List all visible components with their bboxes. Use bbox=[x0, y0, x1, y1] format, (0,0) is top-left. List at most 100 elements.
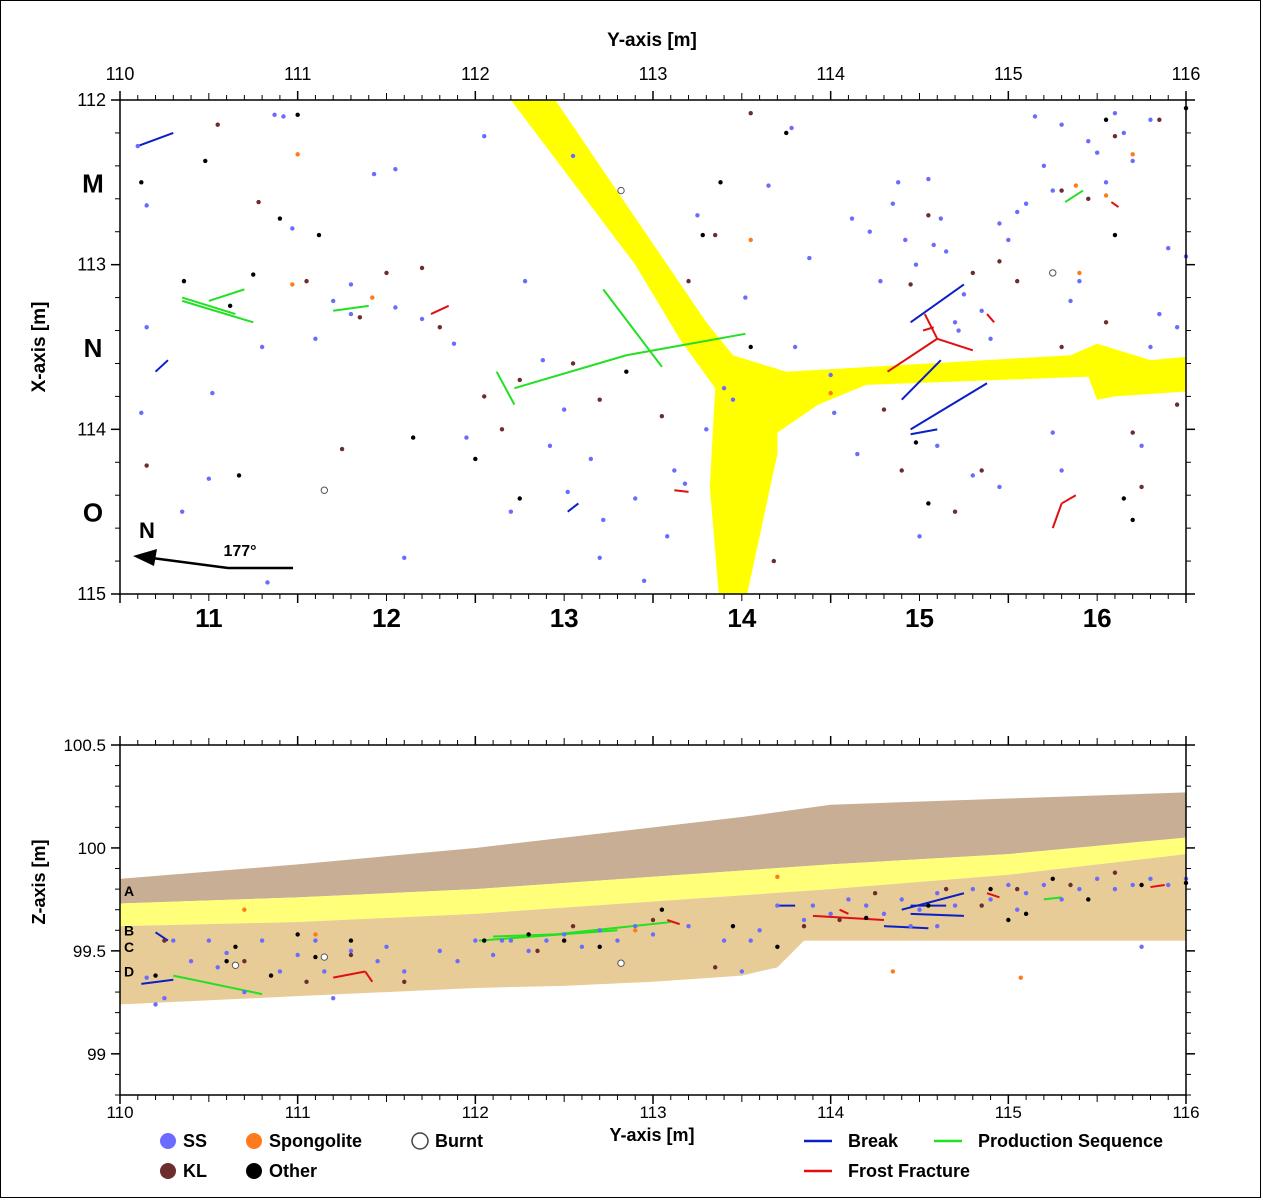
plan-kl-point-24 bbox=[1015, 278, 1020, 284]
plan-spongolite-point-0 bbox=[290, 282, 295, 287]
profile-ss-point-9 bbox=[259, 938, 265, 943]
profile-frost-fracture-line-3 bbox=[839, 908, 849, 915]
profile-ss-point-27 bbox=[579, 944, 585, 949]
profile-kl-point-5 bbox=[535, 948, 540, 954]
plan-burnt-point-2 bbox=[1049, 269, 1057, 277]
plan-kl-point-33 bbox=[979, 468, 984, 473]
plan-ss-point-82 bbox=[1121, 130, 1127, 136]
profile-other-point-14 bbox=[864, 915, 869, 921]
plan-spongolite-point-1 bbox=[295, 152, 300, 157]
profile-frost-fracture-line-5 bbox=[666, 919, 680, 926]
plan-other-point-12 bbox=[624, 369, 629, 374]
plan-other-point-22 bbox=[1130, 517, 1135, 523]
plan-kl-point-12 bbox=[570, 361, 576, 366]
plan-other-point-13 bbox=[700, 232, 705, 238]
profile-production-sequence-line-0 bbox=[173, 974, 263, 996]
profile-kl-point-3 bbox=[348, 952, 354, 958]
plan-ss-point-90 bbox=[1148, 344, 1153, 350]
plan-ss-point-68 bbox=[997, 221, 1002, 226]
plan-production-sequence-line-5 bbox=[514, 354, 627, 390]
profile-y-tick-label-99: 99 bbox=[87, 1045, 106, 1064]
legend: SS Spongolite Burnt KL Other Break Production … bbox=[160, 1131, 1163, 1181]
plan-production-sequence-line-4 bbox=[495, 371, 516, 406]
plan-top-tick-label-112: 112 bbox=[461, 64, 490, 84]
profile-ss-point-13 bbox=[322, 969, 327, 974]
profile-kl-point-13 bbox=[979, 903, 984, 908]
profile-ss-point-62 bbox=[935, 923, 940, 929]
profile-ss-point-51 bbox=[1041, 882, 1047, 888]
plan-ss-point-28 bbox=[561, 407, 567, 412]
plan-ss-point-72 bbox=[1032, 114, 1038, 119]
grid-column-label-14: 14 bbox=[727, 603, 756, 633]
profile-burnt-point-1 bbox=[617, 959, 625, 967]
plan-ss-point-1 bbox=[144, 203, 149, 208]
plan-other-point-8 bbox=[316, 232, 322, 238]
plan-ss-point-26 bbox=[540, 357, 546, 363]
plan-ss-point-40 bbox=[704, 427, 709, 432]
plan-top-tick-label-111: 111 bbox=[284, 64, 311, 84]
legend-kl-marker bbox=[160, 1163, 176, 1179]
plan-ss-point-78 bbox=[1086, 138, 1091, 144]
grid-row-label-M: M bbox=[82, 168, 104, 198]
plan-frost-fracture-line-3 bbox=[923, 313, 939, 340]
plan-ss-point-6 bbox=[210, 390, 215, 396]
plan-other-point-2 bbox=[203, 158, 208, 164]
plan-ss-point-62 bbox=[943, 249, 949, 254]
plan-left-tick-label-114: 114 bbox=[77, 419, 106, 439]
plan-kl-point-5 bbox=[357, 315, 363, 320]
legend-other-marker bbox=[246, 1163, 262, 1179]
plan-left-axis-label: X-axis [m] bbox=[29, 302, 50, 393]
plan-ss-point-81 bbox=[1112, 110, 1118, 116]
profile-ss-point-25 bbox=[544, 938, 549, 943]
layer-label-C: C bbox=[124, 939, 134, 955]
plan-left-tick-label-115: 115 bbox=[77, 584, 106, 604]
profile-ss-point-46 bbox=[952, 903, 958, 908]
plan-ss-point-12 bbox=[313, 336, 318, 341]
plan-break-line-6 bbox=[910, 428, 938, 436]
profile-x-axis-label: Y-axis [m] bbox=[609, 1125, 694, 1145]
profile-other-point-21 bbox=[1139, 882, 1144, 888]
plan-ss-point-66 bbox=[979, 308, 984, 313]
plan-kl-point-4 bbox=[339, 446, 345, 452]
legend-burnt-label: Burnt bbox=[435, 1131, 483, 1151]
plan-other-point-11 bbox=[517, 496, 522, 501]
plan-kl-point-28 bbox=[1112, 134, 1118, 139]
plan-ss-point-35 bbox=[665, 534, 670, 539]
profile-ss-point-21 bbox=[473, 938, 478, 943]
north-arrow: N 177° bbox=[133, 518, 293, 570]
plan-ss-point-84 bbox=[1148, 117, 1153, 122]
plan-ss-point-22 bbox=[464, 435, 469, 440]
plan-ss-point-46 bbox=[792, 344, 798, 350]
profile-spongolite-point-1 bbox=[313, 932, 318, 937]
plan-ss-point-44 bbox=[766, 183, 771, 188]
profile-other-point-8 bbox=[526, 932, 531, 937]
profile-ss-point-17 bbox=[384, 944, 389, 949]
profile-ss-point-49 bbox=[1006, 882, 1011, 888]
plan-kl-point-26 bbox=[1086, 196, 1091, 201]
profile-x-tick-label-114: 114 bbox=[817, 1103, 844, 1122]
plan-kl-point-17 bbox=[748, 110, 753, 116]
north-arrow-line bbox=[151, 556, 229, 570]
plan-kl-point-15 bbox=[686, 278, 691, 284]
profile-point-layer bbox=[144, 870, 1189, 1007]
profile-other-point-10 bbox=[597, 944, 602, 949]
plan-kl-point-2 bbox=[256, 199, 261, 205]
profile-other-point-2 bbox=[233, 944, 238, 949]
profile-other-point-6 bbox=[348, 938, 354, 943]
plan-ss-point-80 bbox=[1103, 180, 1109, 185]
profile-ss-point-22 bbox=[490, 952, 496, 958]
plan-ss-point-39 bbox=[695, 213, 700, 218]
plan-ss-point-83 bbox=[1130, 158, 1135, 164]
plan-other-point-15 bbox=[748, 344, 753, 350]
plan-ss-point-49 bbox=[832, 410, 837, 416]
profile-other-point-4 bbox=[295, 932, 300, 937]
profile-ss-point-0 bbox=[144, 975, 149, 980]
plan-ss-point-33 bbox=[601, 517, 606, 523]
profile-ss-point-35 bbox=[757, 928, 762, 933]
plan-ss-point-24 bbox=[508, 509, 514, 514]
profile-ss-point-8 bbox=[242, 989, 247, 995]
plan-ss-point-9 bbox=[272, 112, 277, 118]
profile-y-axis-label: Z-axis [m] bbox=[29, 839, 49, 924]
profile-ss-point-37 bbox=[801, 917, 807, 923]
plan-spongolite-point-3 bbox=[748, 237, 753, 243]
